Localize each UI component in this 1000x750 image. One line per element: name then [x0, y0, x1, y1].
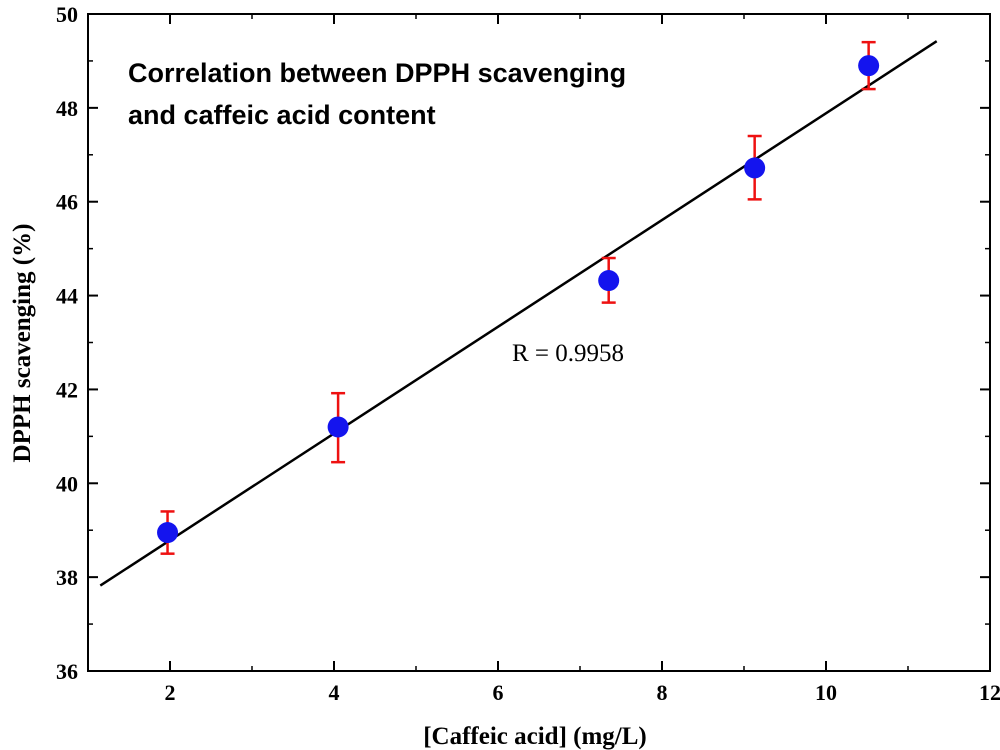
y-tick-label: 44 [56, 284, 78, 309]
y-tick-label: 40 [56, 471, 78, 496]
y-axis-title: DPPH scavenging (%) [9, 224, 36, 463]
x-tick-label: 8 [657, 680, 668, 705]
y-tick-label: 46 [56, 190, 78, 215]
chart-title-line-2: and caffeic acid content [128, 100, 436, 130]
x-tick-label: 12 [979, 680, 1000, 705]
x-tick-label: 4 [329, 680, 340, 705]
y-tick-label: 38 [56, 565, 78, 590]
data-point [327, 416, 349, 438]
data-points [157, 55, 880, 544]
data-point [858, 55, 880, 77]
x-tick-label: 10 [815, 680, 837, 705]
x-tick-label: 2 [165, 680, 176, 705]
axis-ticks [87, 13, 991, 672]
x-axis-title: [Caffeic acid] (mg/L) [423, 723, 647, 750]
x-tick-label: 6 [493, 680, 504, 705]
fit-line [99, 40, 938, 587]
r-value-annotation: R = 0.9958 [512, 340, 624, 367]
data-point [157, 522, 179, 544]
y-tick-label: 42 [56, 377, 78, 402]
y-tick-label: 48 [56, 96, 78, 121]
chart-title-line-1: Correlation between DPPH scavenging [128, 58, 626, 88]
y-tick-label: 36 [56, 659, 78, 684]
y-tick-label: 50 [56, 2, 78, 27]
data-point [598, 270, 620, 292]
data-point [744, 157, 766, 179]
